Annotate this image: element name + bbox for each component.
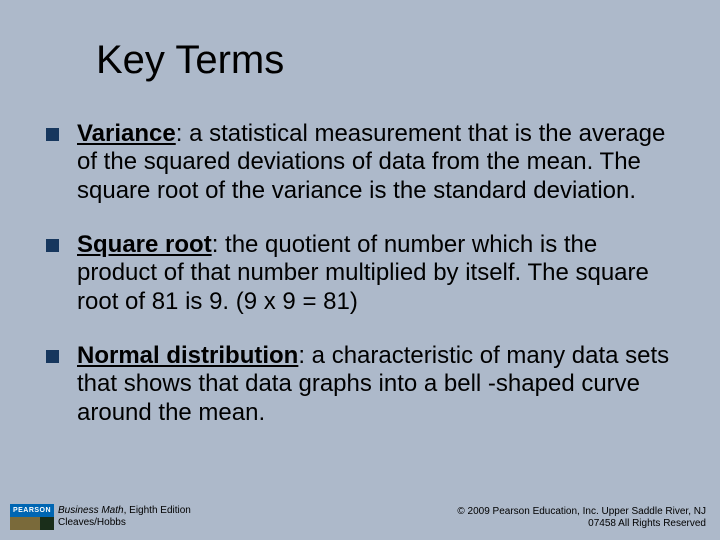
slide: Key Terms Variance: a statistical measur… bbox=[0, 0, 720, 540]
term: Normal distribution bbox=[77, 342, 298, 369]
term: Variance bbox=[77, 120, 176, 147]
copyright-line2: 07458 All Rights Reserved bbox=[588, 518, 706, 529]
list-item: Variance: a statistical measurement that… bbox=[46, 120, 674, 205]
list-item: Normal distribution: a characteristic of… bbox=[46, 342, 674, 427]
item-text: Variance: a statistical measurement that… bbox=[77, 120, 674, 205]
logo-bottom bbox=[10, 517, 54, 530]
item-text: Square root: the quotient of number whic… bbox=[77, 231, 674, 316]
book-title: Business Math bbox=[58, 505, 124, 516]
edition: , Eighth Edition bbox=[124, 505, 191, 516]
bullet-icon bbox=[46, 128, 59, 141]
copyright-line1: © 2009 Pearson Education, Inc. Upper Sad… bbox=[457, 506, 706, 517]
logo-br bbox=[40, 517, 54, 530]
slide-title: Key Terms bbox=[96, 38, 284, 83]
list-item: Square root: the quotient of number whic… bbox=[46, 231, 674, 316]
logo-top: PEARSON bbox=[10, 504, 54, 517]
footer-right: © 2009 Pearson Education, Inc. Upper Sad… bbox=[457, 506, 706, 530]
bullet-icon bbox=[46, 350, 59, 363]
term: Square root bbox=[77, 231, 212, 258]
footer-left-text: Business Math, Eighth Edition Cleaves/Ho… bbox=[58, 505, 191, 529]
pearson-logo-icon: PEARSON bbox=[10, 504, 54, 530]
content-area: Variance: a statistical measurement that… bbox=[46, 120, 674, 453]
authors: Cleaves/Hobbs bbox=[58, 517, 126, 528]
item-text: Normal distribution: a characteristic of… bbox=[77, 342, 674, 427]
footer-left: PEARSON Business Math, Eighth Edition Cl… bbox=[10, 504, 191, 530]
bullet-icon bbox=[46, 239, 59, 252]
logo-bl bbox=[10, 517, 40, 530]
